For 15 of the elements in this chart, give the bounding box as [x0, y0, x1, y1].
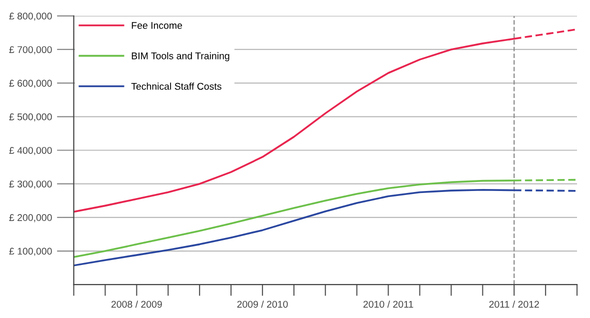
x-tick-label: 2010 / 2011: [363, 300, 414, 308]
y-tick-label: £ 300,000: [9, 180, 52, 189]
x-tick-label: 2011 / 2012: [489, 300, 539, 308]
y-tick-label: £ 700,000: [9, 46, 52, 54]
legend-label: Technical Staff Costs: [131, 82, 222, 90]
y-tick-label: £ 600,000: [9, 80, 52, 88]
y-tick-label: £ 200,000: [9, 214, 52, 222]
x-tick-label: 2009 / 2010: [237, 300, 288, 308]
legend-label: Fee Income: [132, 22, 182, 29]
y-tick-label: £ 400,000: [9, 146, 52, 156]
legend-label: BIM Tools and Training: [132, 52, 230, 62]
y-tick-label: £ 500,000: [9, 113, 52, 122]
x-tick-label: 2008 / 2009: [111, 300, 162, 308]
y-tick-label: £ 800,000: [9, 12, 52, 21]
y-tick-label: £ 100,000: [9, 248, 52, 256]
